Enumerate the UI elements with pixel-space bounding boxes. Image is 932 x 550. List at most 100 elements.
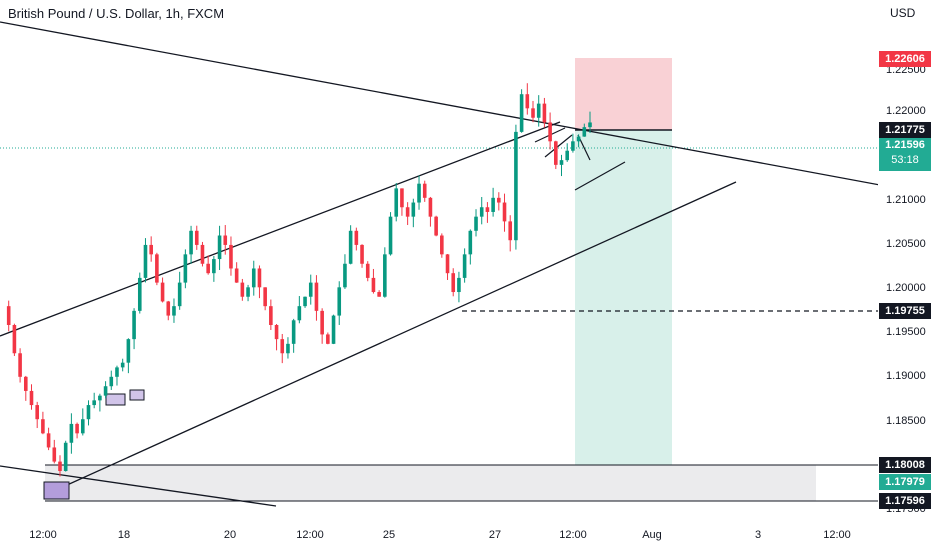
time-label: 12:00 [559, 529, 587, 541]
time-label: 25 [382, 529, 396, 541]
stop-loss-price-tag: 1.22606 [879, 51, 931, 67]
lower-trendline[interactable] [0, 465, 277, 507]
candle-body [52, 447, 57, 462]
price-tick: 1.19000 [886, 370, 926, 382]
price-tick: 1.19500 [886, 326, 926, 338]
take-profit-zone[interactable] [575, 130, 672, 467]
candle-body [571, 141, 575, 151]
candle-body [388, 216, 393, 255]
candle-body [485, 207, 490, 212]
candle-body [132, 310, 136, 340]
time-label: 20 [223, 529, 237, 541]
take-profit-price-tag: 1.17979 [879, 474, 931, 490]
candle-body [451, 273, 456, 293]
candle-body [18, 353, 22, 377]
descending-trendline[interactable] [0, 21, 881, 186]
marker-box[interactable] [43, 481, 70, 500]
candle-body [229, 244, 233, 269]
chart-canvas[interactable] [0, 0, 881, 520]
candle-body [588, 122, 592, 128]
marker-box[interactable] [105, 393, 126, 406]
candle-body [314, 282, 319, 311]
candle-body [120, 362, 125, 368]
marker-box[interactable] [129, 389, 145, 401]
candle-body [536, 103, 541, 118]
candle-body [149, 244, 153, 255]
candlestick-series[interactable] [6, 83, 592, 477]
candle-body [497, 197, 501, 203]
candle-body [360, 244, 364, 264]
candle-body [371, 277, 376, 293]
candle-body [137, 277, 142, 311]
candle-body [200, 244, 205, 264]
candle-body [565, 150, 570, 161]
time-label: 12:00 [823, 529, 851, 541]
candle-body [80, 419, 85, 434]
candle-body [445, 254, 450, 274]
candle-body [434, 216, 438, 236]
demand-zone[interactable] [45, 465, 816, 501]
time-label: 18 [117, 529, 131, 541]
candle-body [308, 282, 313, 297]
candle-body [217, 235, 222, 260]
price-tick: 1.22500 [886, 64, 926, 76]
candle-body [143, 244, 148, 278]
chart-area[interactable] [0, 0, 881, 520]
channel-lower-line[interactable] [44, 181, 737, 496]
zone-bottom-price-tag: 1.17596 [879, 493, 931, 509]
candle-body [257, 268, 262, 288]
candle-body [400, 188, 404, 208]
candle-body [519, 94, 524, 132]
candle-body [440, 235, 444, 255]
candle-body [189, 230, 193, 255]
candle-body [109, 376, 114, 387]
candle-body [502, 202, 507, 222]
time-axis[interactable] [0, 520, 878, 550]
time-label: 12:00 [296, 529, 324, 541]
candle-body [274, 325, 279, 340]
candle-body [422, 183, 427, 198]
time-label: Aug [642, 529, 662, 541]
candle-body [75, 423, 79, 434]
price-tick: 1.20500 [886, 238, 926, 250]
candle-body [6, 306, 11, 325]
time-label: 12:00 [29, 529, 57, 541]
price-tick: 1.18500 [886, 415, 926, 427]
price-axis[interactable] [878, 0, 932, 520]
price-tick: 1.22000 [886, 105, 926, 117]
symbol-title[interactable]: British Pound / U.S. Dollar, 1h, FXCM [8, 6, 225, 21]
candle-body [525, 94, 530, 109]
candle-body [41, 419, 45, 434]
candle-body [559, 160, 564, 165]
price-tick: 1.21000 [886, 194, 926, 206]
candle-body [548, 122, 552, 142]
entry-price-tag: 1.21775 [879, 122, 931, 138]
candle-body [29, 390, 34, 406]
stop-loss-zone[interactable] [575, 58, 672, 130]
candle-body [354, 230, 359, 245]
candle-body [126, 339, 131, 363]
candle-body [155, 254, 159, 283]
candle-body [35, 405, 39, 420]
candle-body [457, 277, 461, 293]
candle-body [234, 268, 239, 283]
candle-body [92, 400, 96, 406]
candle-body [263, 287, 267, 307]
candle-body [394, 188, 399, 217]
candle-body [223, 235, 228, 245]
price-tick: 1.20000 [886, 282, 926, 294]
candle-body [582, 127, 587, 137]
candle-body [365, 263, 370, 278]
channel-upper-line[interactable] [0, 121, 561, 337]
support-price-tag: 1.19755 [879, 303, 931, 319]
candle-body [417, 183, 421, 203]
candle-body [331, 315, 336, 344]
candle-body [542, 103, 547, 123]
candle-body [206, 263, 210, 274]
candle-body [177, 282, 182, 307]
current-price-tag: 1.21596 53:18 [879, 138, 931, 171]
candle-body [12, 325, 17, 354]
candle-body [115, 367, 119, 377]
currency-label[interactable]: USD [890, 6, 916, 20]
candle-body [411, 202, 416, 217]
